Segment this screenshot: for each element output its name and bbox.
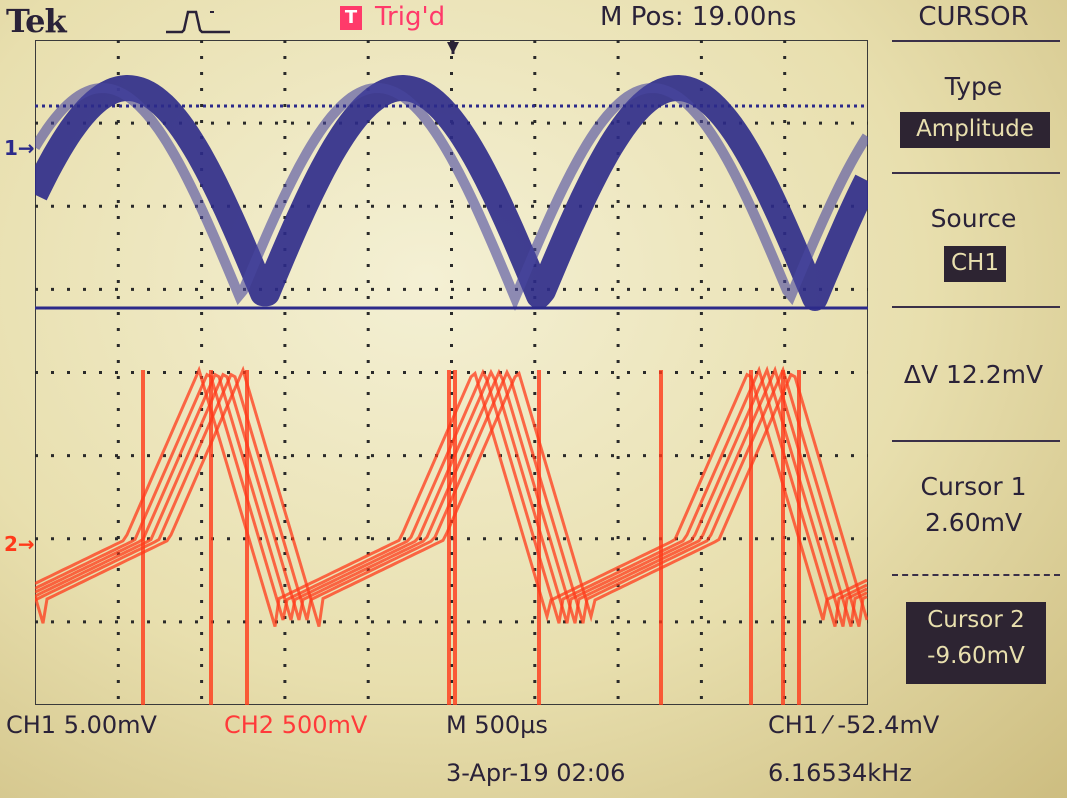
date-time: 3-Apr-19 02:06 [446,759,626,787]
ch2-ground-marker: 2→ [4,532,35,556]
menu-divider [892,40,1060,42]
ch1-ground-marker: 1→ [4,136,35,160]
source-option-button[interactable]: CH1 [944,246,1006,282]
cursor-1-label: Cursor 1 [920,472,1027,501]
cursor-2-value: -9.60mV [927,643,1025,669]
cursor-2-label: Cursor 2 [927,607,1025,633]
menu-divider [892,440,1060,442]
type-label: Type [944,72,1003,101]
source-label: Source [930,204,1017,233]
cursor-1-value: 2.60mV [924,508,1023,537]
timebase: M 500µs [446,711,548,739]
menu-divider [892,574,1060,576]
ch1-waveform [35,75,868,311]
bottom-status-bar: CH1 5.00mV CH2 500mV M 500µs CH1 ⁄ -52.4… [0,705,1067,798]
menu-divider [892,172,1060,174]
type-option-button[interactable]: Amplitude [900,112,1050,148]
frequency-readout: 6.16534kHz [768,759,912,787]
horizontal-position: M Pos: 19.00ns [600,2,797,32]
ch2-scale: CH2 500mV [224,711,368,739]
menu-title: CURSOR [918,2,1029,32]
trigger-icon: T [340,6,362,30]
top-status-bar: Tek T Trig'd M Pos: 19.00ns [0,0,880,40]
trigger-level: CH1 ⁄ -52.4mV [768,711,940,739]
ch2-glitch-spikes [141,370,801,705]
ch1-scale: CH1 5.00mV [6,711,157,739]
acquisition-pulse-icon [166,10,230,34]
brand-logo: Tek [6,2,67,40]
menu-divider [892,306,1060,308]
ch1-waveform-spread [35,82,868,311]
delta-v-readout: ΔV 12.2mV [903,360,1044,389]
cursor-menu-panel: CURSOR Type Amplitude Source CH1 ΔV 12.2… [880,0,1067,798]
cursor-2-button[interactable]: Cursor 2 -9.60mV [906,602,1046,684]
trigger-status: Trig'd [375,2,446,32]
waveform-display [35,40,868,705]
